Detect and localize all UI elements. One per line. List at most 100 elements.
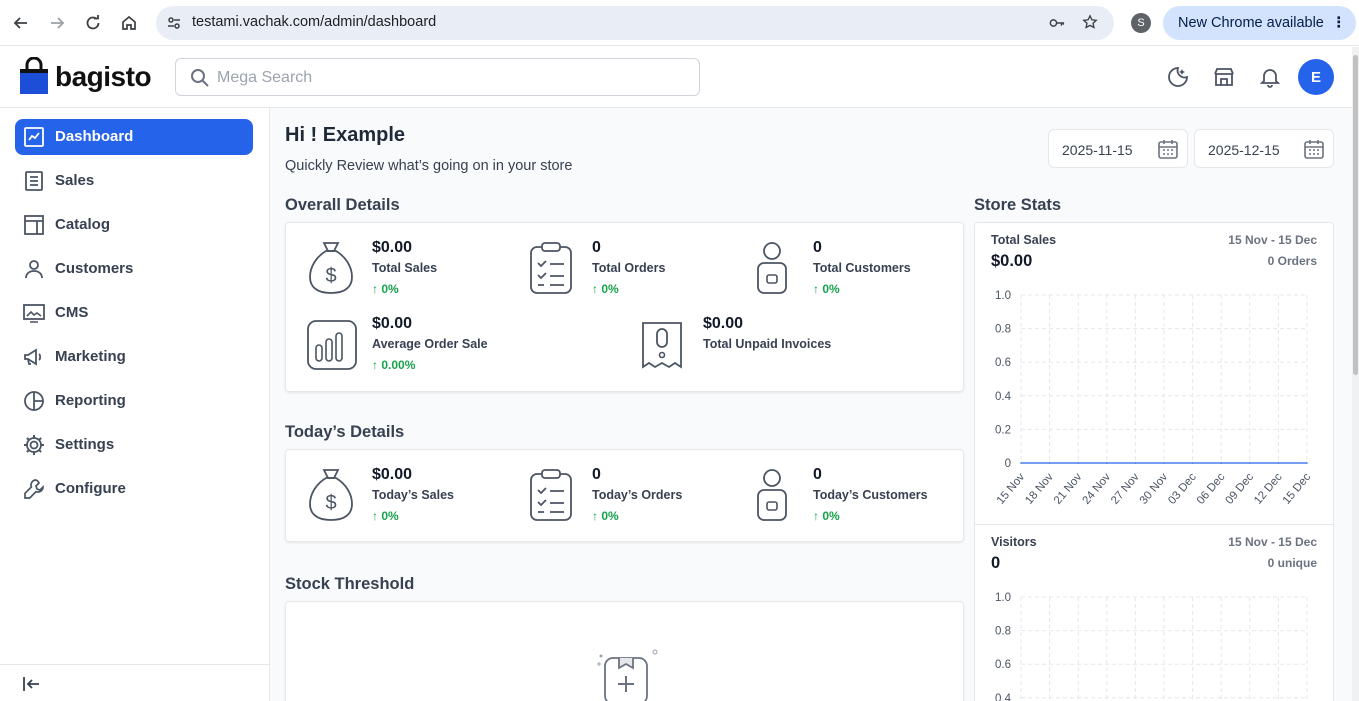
overall-details-title: Overall Details — [285, 196, 400, 214]
data-point — [1306, 462, 1308, 464]
y-tick-label: 0.6 — [995, 357, 1011, 369]
date-from-input[interactable]: 2025-11-15 — [1048, 129, 1188, 168]
x-tick-label: 09 Dec — [1223, 471, 1256, 507]
sidebar-item-reporting[interactable]: Reporting — [15, 383, 253, 419]
date-to-value: 2025-12-15 — [1208, 142, 1280, 158]
x-tick-label: 12 Dec — [1252, 471, 1285, 507]
visitors-date-range: 15 Nov - 15 Dec — [1228, 535, 1317, 549]
search-placeholder: Mega Search — [217, 69, 313, 86]
sidebar-item-label: Sales — [55, 172, 95, 189]
x-tick-label: 06 Dec — [1195, 471, 1228, 507]
sidebar-item-label: CMS — [55, 304, 89, 321]
clipboard-icon — [530, 242, 572, 294]
stat-change-value: 0% — [822, 282, 840, 296]
bagisto-logo-icon[interactable] — [19, 57, 49, 95]
calendar-icon — [1304, 140, 1324, 159]
bookmark-star-icon[interactable] — [1082, 14, 1098, 30]
greeting-title: Hi ! Example — [285, 124, 406, 146]
stat-change: ↑ 0% — [372, 282, 399, 296]
y-tick-label: 0.6 — [995, 659, 1011, 671]
clipboard-icon — [530, 469, 572, 521]
empty-product-icon — [597, 649, 658, 701]
stat-change: ↑ 0% — [592, 509, 619, 523]
sidebar-item-dashboard[interactable]: Dashboard — [15, 119, 253, 155]
store-stats-card: Total Sales 15 Nov - 15 Dec $0.00 0 Orde… — [974, 222, 1334, 701]
home-icon[interactable] — [117, 11, 141, 35]
browser-profile-avatar[interactable]: S — [1131, 13, 1151, 33]
customer-icon — [757, 469, 787, 521]
catalog-icon — [24, 215, 44, 235]
mega-search-input[interactable]: Mega Search — [175, 58, 700, 96]
stat-change: ↑ 0% — [372, 509, 399, 523]
arrow-up-icon: ↑ — [813, 282, 819, 296]
sidebar-item-marketing[interactable]: Marketing — [15, 339, 253, 375]
bell-icon[interactable] — [1259, 66, 1281, 88]
user-avatar[interactable]: E — [1298, 59, 1334, 95]
sidebar-footer — [0, 664, 269, 701]
sidebar-item-settings[interactable]: Settings — [15, 427, 253, 463]
chrome-update-button[interactable]: New Chrome available ⋮ — [1163, 6, 1356, 40]
stat-change: ↑ 0% — [592, 282, 619, 296]
stat-label: Today’s Sales — [372, 488, 454, 502]
x-tick-label: 15 Dec — [1281, 471, 1314, 507]
sidebar-item-cms[interactable]: CMS — [15, 295, 253, 331]
page-scrollbar[interactable] — [1352, 47, 1359, 701]
sidebar-item-customers[interactable]: Customers — [15, 251, 253, 287]
scrollbar-thumb[interactable] — [1353, 55, 1358, 375]
total-sales-chart-title: Total Sales — [991, 233, 1057, 247]
stat-change-value: 0% — [601, 509, 619, 523]
storefront-icon[interactable] — [1213, 66, 1235, 88]
y-tick-label: 0.4 — [995, 693, 1012, 701]
site-settings-icon[interactable] — [166, 15, 182, 31]
sidebar-item-configure[interactable]: Configure — [15, 471, 253, 507]
visitors-chart: 1.0 0.8 0.6 0.4 — [995, 592, 1308, 701]
stat-value: 0 — [813, 466, 822, 483]
overall-details-card: $ $0.00 Total Sales ↑ 0% 0 Total Orders … — [285, 222, 964, 392]
data-point — [1134, 462, 1137, 464]
stat-change: ↑ 0% — [813, 282, 840, 296]
data-point — [1106, 462, 1108, 464]
main-content: Hi ! Example Quickly Review what’s going… — [270, 108, 1352, 701]
sidebar-item-catalog[interactable]: Catalog — [15, 207, 253, 243]
pie-chart-icon — [24, 391, 44, 411]
data-point — [1048, 462, 1051, 464]
forward-icon[interactable] — [45, 11, 69, 35]
back-icon[interactable] — [9, 11, 33, 35]
sidebar-item-label: Catalog — [55, 216, 111, 233]
x-tick-label: 24 Nov — [1080, 471, 1113, 507]
data-point — [1220, 462, 1222, 464]
dashboard-icon — [24, 127, 44, 147]
dark-mode-icon[interactable] — [1167, 66, 1189, 88]
customer-icon — [757, 242, 787, 294]
stat-label: Total Orders — [592, 261, 666, 275]
search-icon — [191, 69, 209, 87]
date-to-input[interactable]: 2025-12-15 — [1194, 129, 1334, 168]
visitors-chart-title: Visitors — [991, 535, 1037, 549]
address-bar[interactable]: testami.vachak.com/admin/dashboard — [156, 6, 1114, 40]
data-point — [1191, 462, 1194, 464]
sidebar-item-sales[interactable]: Sales — [15, 163, 253, 199]
logo-text[interactable]: bagisto — [55, 61, 152, 92]
calendar-icon — [1158, 140, 1178, 159]
todays-details-card: $ $0.00 Today’s Sales ↑ 0% 0 Today’s Ord… — [285, 449, 964, 542]
sidebar-item-label: Settings — [55, 436, 115, 453]
arrow-up-icon: ↑ — [372, 282, 378, 296]
stat-change: ↑ 0% — [813, 509, 840, 523]
stock-threshold-title: Stock Threshold — [285, 575, 415, 593]
collapse-sidebar-icon[interactable] — [22, 675, 42, 693]
total-sales-date-range: 15 Nov - 15 Dec — [1228, 233, 1317, 247]
stat-label: Today’s Customers — [813, 488, 928, 502]
password-key-icon[interactable] — [1049, 15, 1065, 31]
arrow-up-icon: ↑ — [813, 509, 819, 523]
stat-label: Today’s Orders — [592, 488, 683, 502]
chrome-update-label: New Chrome available — [1178, 15, 1324, 31]
more-menu-icon[interactable]: ⋮ — [1331, 15, 1347, 31]
stat-change-value: 0.00% — [381, 358, 416, 372]
x-tick-label: 27 Nov — [1109, 471, 1142, 507]
stock-threshold-card — [285, 601, 964, 701]
store-stats-title: Store Stats — [974, 196, 1062, 214]
invoice-alert-icon — [642, 322, 682, 369]
reload-icon[interactable] — [81, 11, 105, 35]
y-tick-label: 1.0 — [995, 592, 1011, 604]
